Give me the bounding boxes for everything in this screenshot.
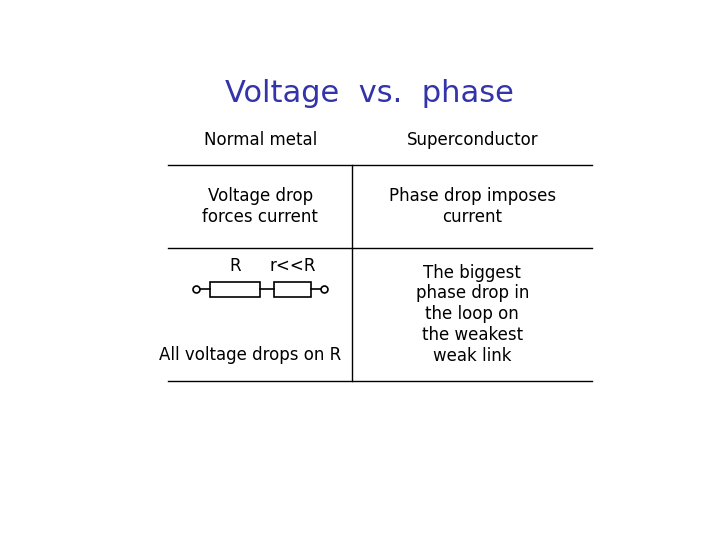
- Text: The biggest
phase drop in
the loop on
the weakest
weak link: The biggest phase drop in the loop on th…: [415, 264, 529, 365]
- Text: All voltage drops on R: All voltage drops on R: [159, 346, 341, 364]
- Text: Voltage  vs.  phase: Voltage vs. phase: [225, 79, 513, 109]
- Text: Normal metal: Normal metal: [204, 131, 317, 149]
- FancyBboxPatch shape: [274, 282, 311, 296]
- Text: r<<R: r<<R: [269, 256, 315, 274]
- Text: Phase drop imposes
current: Phase drop imposes current: [389, 187, 556, 226]
- Text: Superconductor: Superconductor: [406, 131, 538, 149]
- Text: Voltage drop
forces current: Voltage drop forces current: [202, 187, 318, 226]
- Text: R: R: [229, 256, 240, 274]
- FancyBboxPatch shape: [210, 282, 260, 296]
